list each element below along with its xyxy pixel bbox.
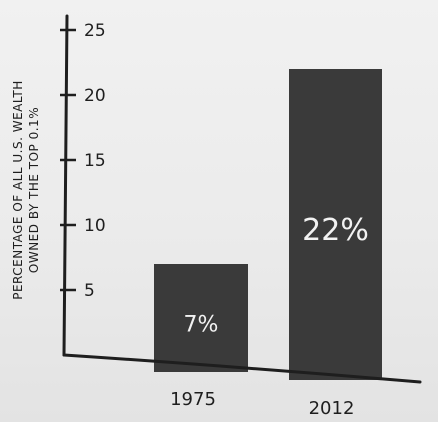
y-axis-label: PERCENTAGE OF ALL U.S. WEALTH OWNED BY T… bbox=[11, 80, 41, 300]
bars: 7% 22% bbox=[154, 69, 382, 380]
x-axis-line bbox=[62, 353, 422, 384]
bar-value-label: 22% bbox=[302, 213, 369, 248]
y-tick-label: 20 bbox=[84, 86, 106, 106]
y-tick-label: 25 bbox=[84, 21, 106, 41]
y-axis-label-line-2: OWNED BY THE TOP 0.1% bbox=[27, 107, 41, 273]
y-axis-ticks: 5 10 15 20 25 bbox=[60, 21, 106, 301]
y-tick-label: 15 bbox=[84, 151, 106, 171]
y-axis-line bbox=[62, 14, 69, 357]
y-axis-label-line-1: PERCENTAGE OF ALL U.S. WEALTH bbox=[11, 80, 25, 300]
bar-value-label: 7% bbox=[184, 312, 219, 337]
y-tick-label: 5 bbox=[84, 281, 95, 301]
bar-2012 bbox=[289, 69, 382, 380]
x-tick-label: 2012 bbox=[309, 398, 355, 419]
y-tick-label: 10 bbox=[84, 216, 106, 236]
bar-1975 bbox=[154, 264, 248, 372]
x-tick-label: 1975 bbox=[170, 389, 216, 410]
x-axis-tick-labels: 1975 2012 bbox=[170, 389, 354, 419]
